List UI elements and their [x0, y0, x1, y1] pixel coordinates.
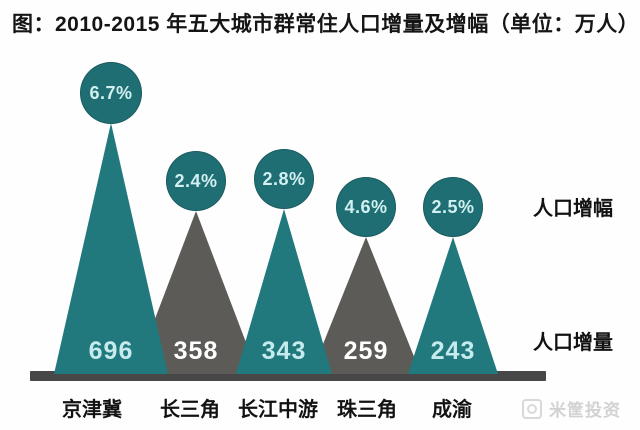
baseline-bar	[30, 371, 546, 381]
amount-label-jingjinji: 696	[88, 337, 134, 365]
rate-bubble-yangtze-delta: 2.4%	[166, 151, 226, 211]
series-label-rate: 人口增幅	[533, 198, 613, 220]
series-label-amount: 人口增量	[533, 332, 613, 354]
rate-bubble-jingjinji: 6.7%	[80, 62, 142, 124]
watermark: 米筐投资	[522, 396, 621, 421]
amount-label-yangtze-delta: 358	[173, 337, 219, 365]
category-label-pearl-delta: 珠三角	[337, 399, 397, 421]
category-label-chengyu: 成渝	[432, 399, 472, 421]
category-label-jingjinji: 京津冀	[62, 399, 122, 421]
amount-label-pearl-delta: 259	[343, 337, 389, 365]
rate-value: 2.8%	[262, 168, 306, 189]
rate-value: 2.4%	[174, 170, 218, 191]
watermark-logo-icon	[522, 398, 542, 419]
rate-value: 6.7%	[89, 82, 133, 103]
rate-bubble-pearl-delta: 4.6%	[336, 177, 396, 237]
rate-value: 2.5%	[431, 196, 475, 217]
rate-bubble-mid-yangtze: 2.8%	[254, 149, 314, 209]
category-label-yangtze-delta: 长三角	[160, 399, 220, 421]
rate-value: 4.6%	[344, 196, 388, 217]
chart-title: 图：2010-2015 年五大城市群常住人口增量及增幅（单位：万人）	[12, 13, 640, 36]
rate-bubble-chengyu: 2.5%	[423, 177, 483, 237]
amount-label-chengyu: 243	[430, 337, 476, 365]
amount-label-mid-yangtze: 343	[261, 337, 307, 365]
category-label-mid-yangtze: 长江中游	[238, 399, 318, 421]
watermark-text: 米筐投资	[549, 401, 621, 420]
